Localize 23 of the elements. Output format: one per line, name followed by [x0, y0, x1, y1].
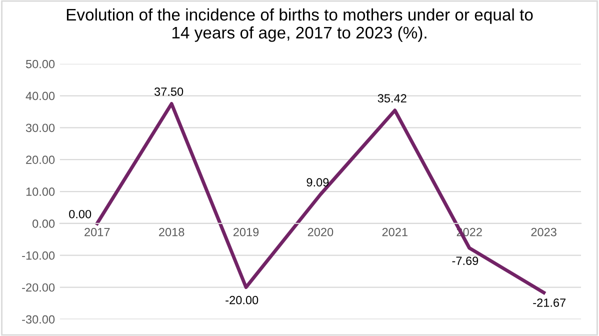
- y-tick-label: -30.00: [22, 315, 55, 324]
- x-tick-label: 2023: [531, 228, 556, 236]
- data-label: -20.00: [226, 296, 258, 304]
- chart-title: Evolution of the incidence of births to mothers under or equal to 14 years of age, 2017 to 2023 (%).: [66, 8, 533, 42]
- data-label: 0.00: [69, 210, 92, 218]
- y-tick-label: 10.00: [26, 188, 55, 196]
- data-label: 9.09: [306, 178, 329, 187]
- y-tick-label: -20.00: [22, 283, 55, 292]
- y-tick-label: 30.00: [26, 124, 55, 132]
- y-tick-label: 20.00: [26, 156, 55, 164]
- x-tick-label: 2019: [233, 228, 259, 236]
- y-tick-label: 0.00: [32, 219, 55, 228]
- x-tick-label: 2018: [159, 228, 184, 236]
- data-label: 35.42: [378, 94, 406, 102]
- data-label: 37.50: [154, 87, 184, 96]
- x-tick-label: 2020: [308, 228, 334, 236]
- y-tick-label: -10.00: [22, 251, 55, 260]
- x-tick-label: 2021: [382, 228, 408, 236]
- data-label: -21.67: [533, 298, 566, 307]
- y-tick-label: 50.00: [26, 60, 55, 68]
- y-tick-label: 40.00: [26, 92, 55, 100]
- x-tick-label: 2017: [84, 228, 110, 236]
- data-label: -7.69: [452, 256, 478, 265]
